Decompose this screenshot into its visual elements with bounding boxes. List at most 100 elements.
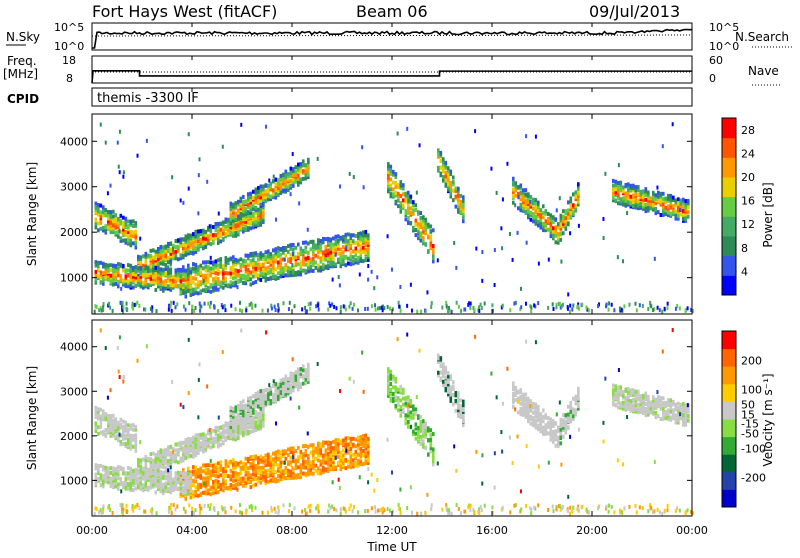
power-cell [410, 206, 413, 210]
power-cell [142, 281, 145, 285]
velocity-cell [180, 457, 183, 461]
power-cell [107, 191, 109, 195]
power-cell [322, 255, 325, 259]
power-cell [160, 245, 163, 249]
power-cell [245, 199, 248, 203]
power-cell [290, 270, 293, 274]
power-cell [267, 184, 270, 188]
power-cell [301, 307, 303, 311]
power-cell [212, 240, 215, 244]
velocity-cell [220, 443, 223, 447]
power-cell [662, 192, 665, 196]
velocity-cell [275, 450, 278, 454]
velocity-cell [152, 478, 155, 482]
power-cell [275, 192, 278, 196]
power-cell [182, 269, 185, 273]
power-cell [192, 267, 195, 271]
velocity-cell [210, 486, 213, 490]
velocity-cell [162, 471, 165, 475]
velocity-cell [225, 474, 228, 478]
power-cell [157, 254, 160, 258]
velocity-cell [120, 418, 123, 422]
velocity-cell [237, 476, 240, 480]
velocity-cell [122, 428, 125, 432]
power-cell [677, 197, 680, 201]
power-cell [290, 257, 293, 261]
velocity-cell [452, 380, 455, 384]
power-cell [445, 182, 448, 186]
power-cell [225, 277, 228, 281]
velocity-cell [240, 416, 243, 420]
power-cell [400, 184, 403, 188]
power-cell [157, 276, 160, 280]
power-cell [110, 215, 113, 219]
power-cell [387, 162, 390, 166]
power-cell [381, 306, 383, 310]
power-cell [484, 301, 486, 305]
power-cell [240, 123, 242, 127]
velocity-cell [242, 477, 245, 481]
power-cell [291, 263, 293, 267]
power-cell [210, 290, 213, 294]
velocity-cell [232, 479, 235, 483]
power-cell [672, 204, 675, 208]
power-cell [242, 195, 245, 199]
power-cell [560, 260, 562, 264]
power-cell [230, 213, 233, 217]
power-cell [302, 241, 305, 245]
velocity-cell [400, 398, 403, 402]
power-cell [542, 215, 545, 219]
velocity-cell [187, 491, 190, 495]
power-cell [637, 185, 640, 189]
velocity-cell [110, 476, 113, 480]
power-cell [340, 236, 343, 240]
velocity-cell [260, 389, 263, 393]
power-cell [125, 222, 128, 226]
power-cell [190, 293, 193, 297]
power-cell [447, 166, 450, 170]
power-cell [670, 198, 673, 202]
power-cell [469, 306, 471, 310]
velocity-cell [305, 368, 308, 372]
power-cell [417, 222, 420, 226]
velocity-cell [242, 462, 245, 466]
power-cell [535, 215, 538, 219]
power-cell [620, 187, 623, 191]
velocity-cell [237, 421, 240, 425]
velocity-cell [392, 392, 395, 396]
velocity-cell [247, 466, 250, 470]
power-cell [267, 270, 270, 274]
power-cell [327, 237, 330, 241]
power-cell [417, 210, 420, 214]
velocity-cell [240, 477, 243, 481]
velocity-cell [535, 426, 538, 430]
power-cell [162, 249, 165, 253]
power-cell [453, 241, 455, 245]
power-cell [367, 264, 369, 268]
velocity-cell [150, 480, 153, 484]
velocity-cell [350, 447, 353, 451]
power-cell [188, 301, 190, 305]
power-cell [491, 303, 493, 307]
power-cell [132, 224, 135, 228]
power-cell [632, 200, 635, 204]
power-cell [402, 192, 405, 196]
power-cell [230, 304, 232, 308]
power-cell [522, 188, 525, 192]
velocity-cell [270, 463, 273, 467]
power-cell [185, 294, 188, 298]
power-cell [105, 141, 107, 145]
power-cell [496, 191, 498, 195]
velocity-cell [395, 404, 398, 408]
power-cell [604, 172, 606, 176]
power-cell [217, 267, 220, 271]
velocity-cell [322, 440, 325, 444]
power-cell [289, 301, 291, 305]
power-cell [645, 209, 648, 213]
velocity-cell [307, 376, 310, 380]
velocity-cell [150, 457, 153, 461]
velocity-cell [335, 445, 338, 449]
power-cell [302, 257, 305, 261]
power-cell [656, 186, 658, 190]
power-cell [637, 198, 640, 202]
